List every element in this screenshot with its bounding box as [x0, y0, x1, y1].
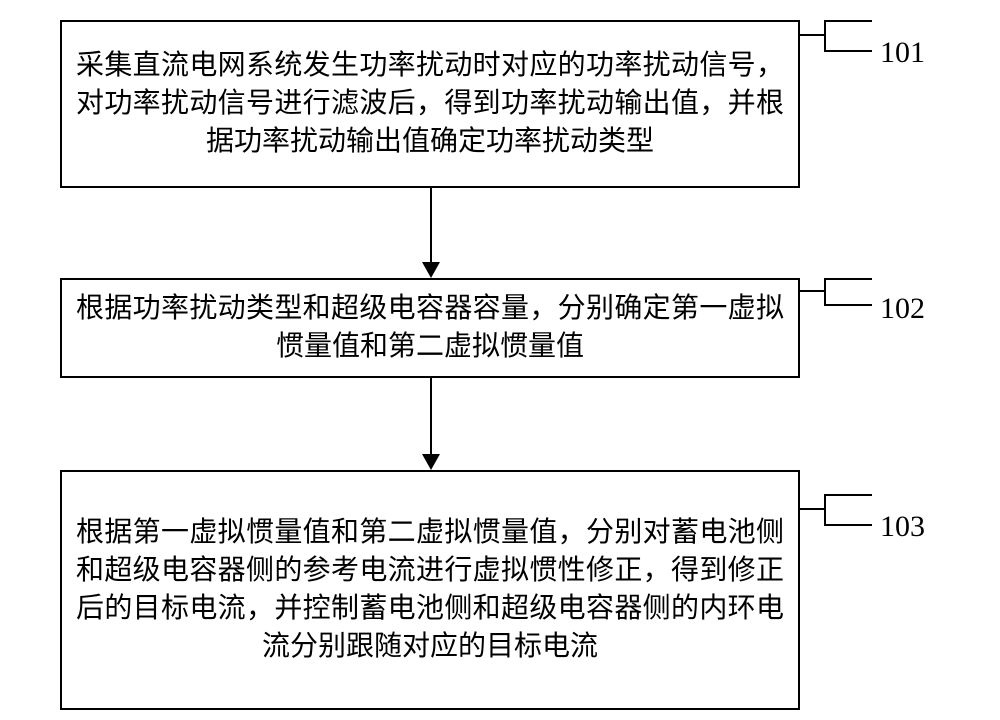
step-label-102: 102: [880, 292, 925, 326]
flow-step-step1: 采集直流电网系统发生功率扰动时对应的功率扰动信号，对功率扰动信号进行滤波后，得到…: [60, 20, 800, 188]
flow-step-text: 根据功率扰动类型和超级电容器容量，分别确定第一虚拟惯量值和第二虚拟惯量值: [76, 290, 784, 366]
flow-step-step3: 根据第一虚拟惯量值和第二虚拟惯量值，分别对蓄电池侧和超级电容器侧的参考电流进行虚…: [60, 470, 800, 710]
step-label-101: 101: [880, 36, 925, 70]
flow-arrow-line: [430, 188, 432, 262]
flow-arrow-line: [430, 378, 432, 454]
flow-step-step2: 根据功率扰动类型和超级电容器容量，分别确定第一虚拟惯量值和第二虚拟惯量值: [60, 278, 800, 378]
flow-arrow-head: [422, 262, 440, 278]
flow-step-text: 根据第一虚拟惯量值和第二虚拟惯量值，分别对蓄电池侧和超级电容器侧的参考电流进行虚…: [76, 514, 784, 665]
flow-arrow-head: [422, 454, 440, 470]
flow-step-text: 采集直流电网系统发生功率扰动时对应的功率扰动信号，对功率扰动信号进行滤波后，得到…: [76, 47, 784, 160]
step-label-103: 103: [880, 510, 925, 544]
